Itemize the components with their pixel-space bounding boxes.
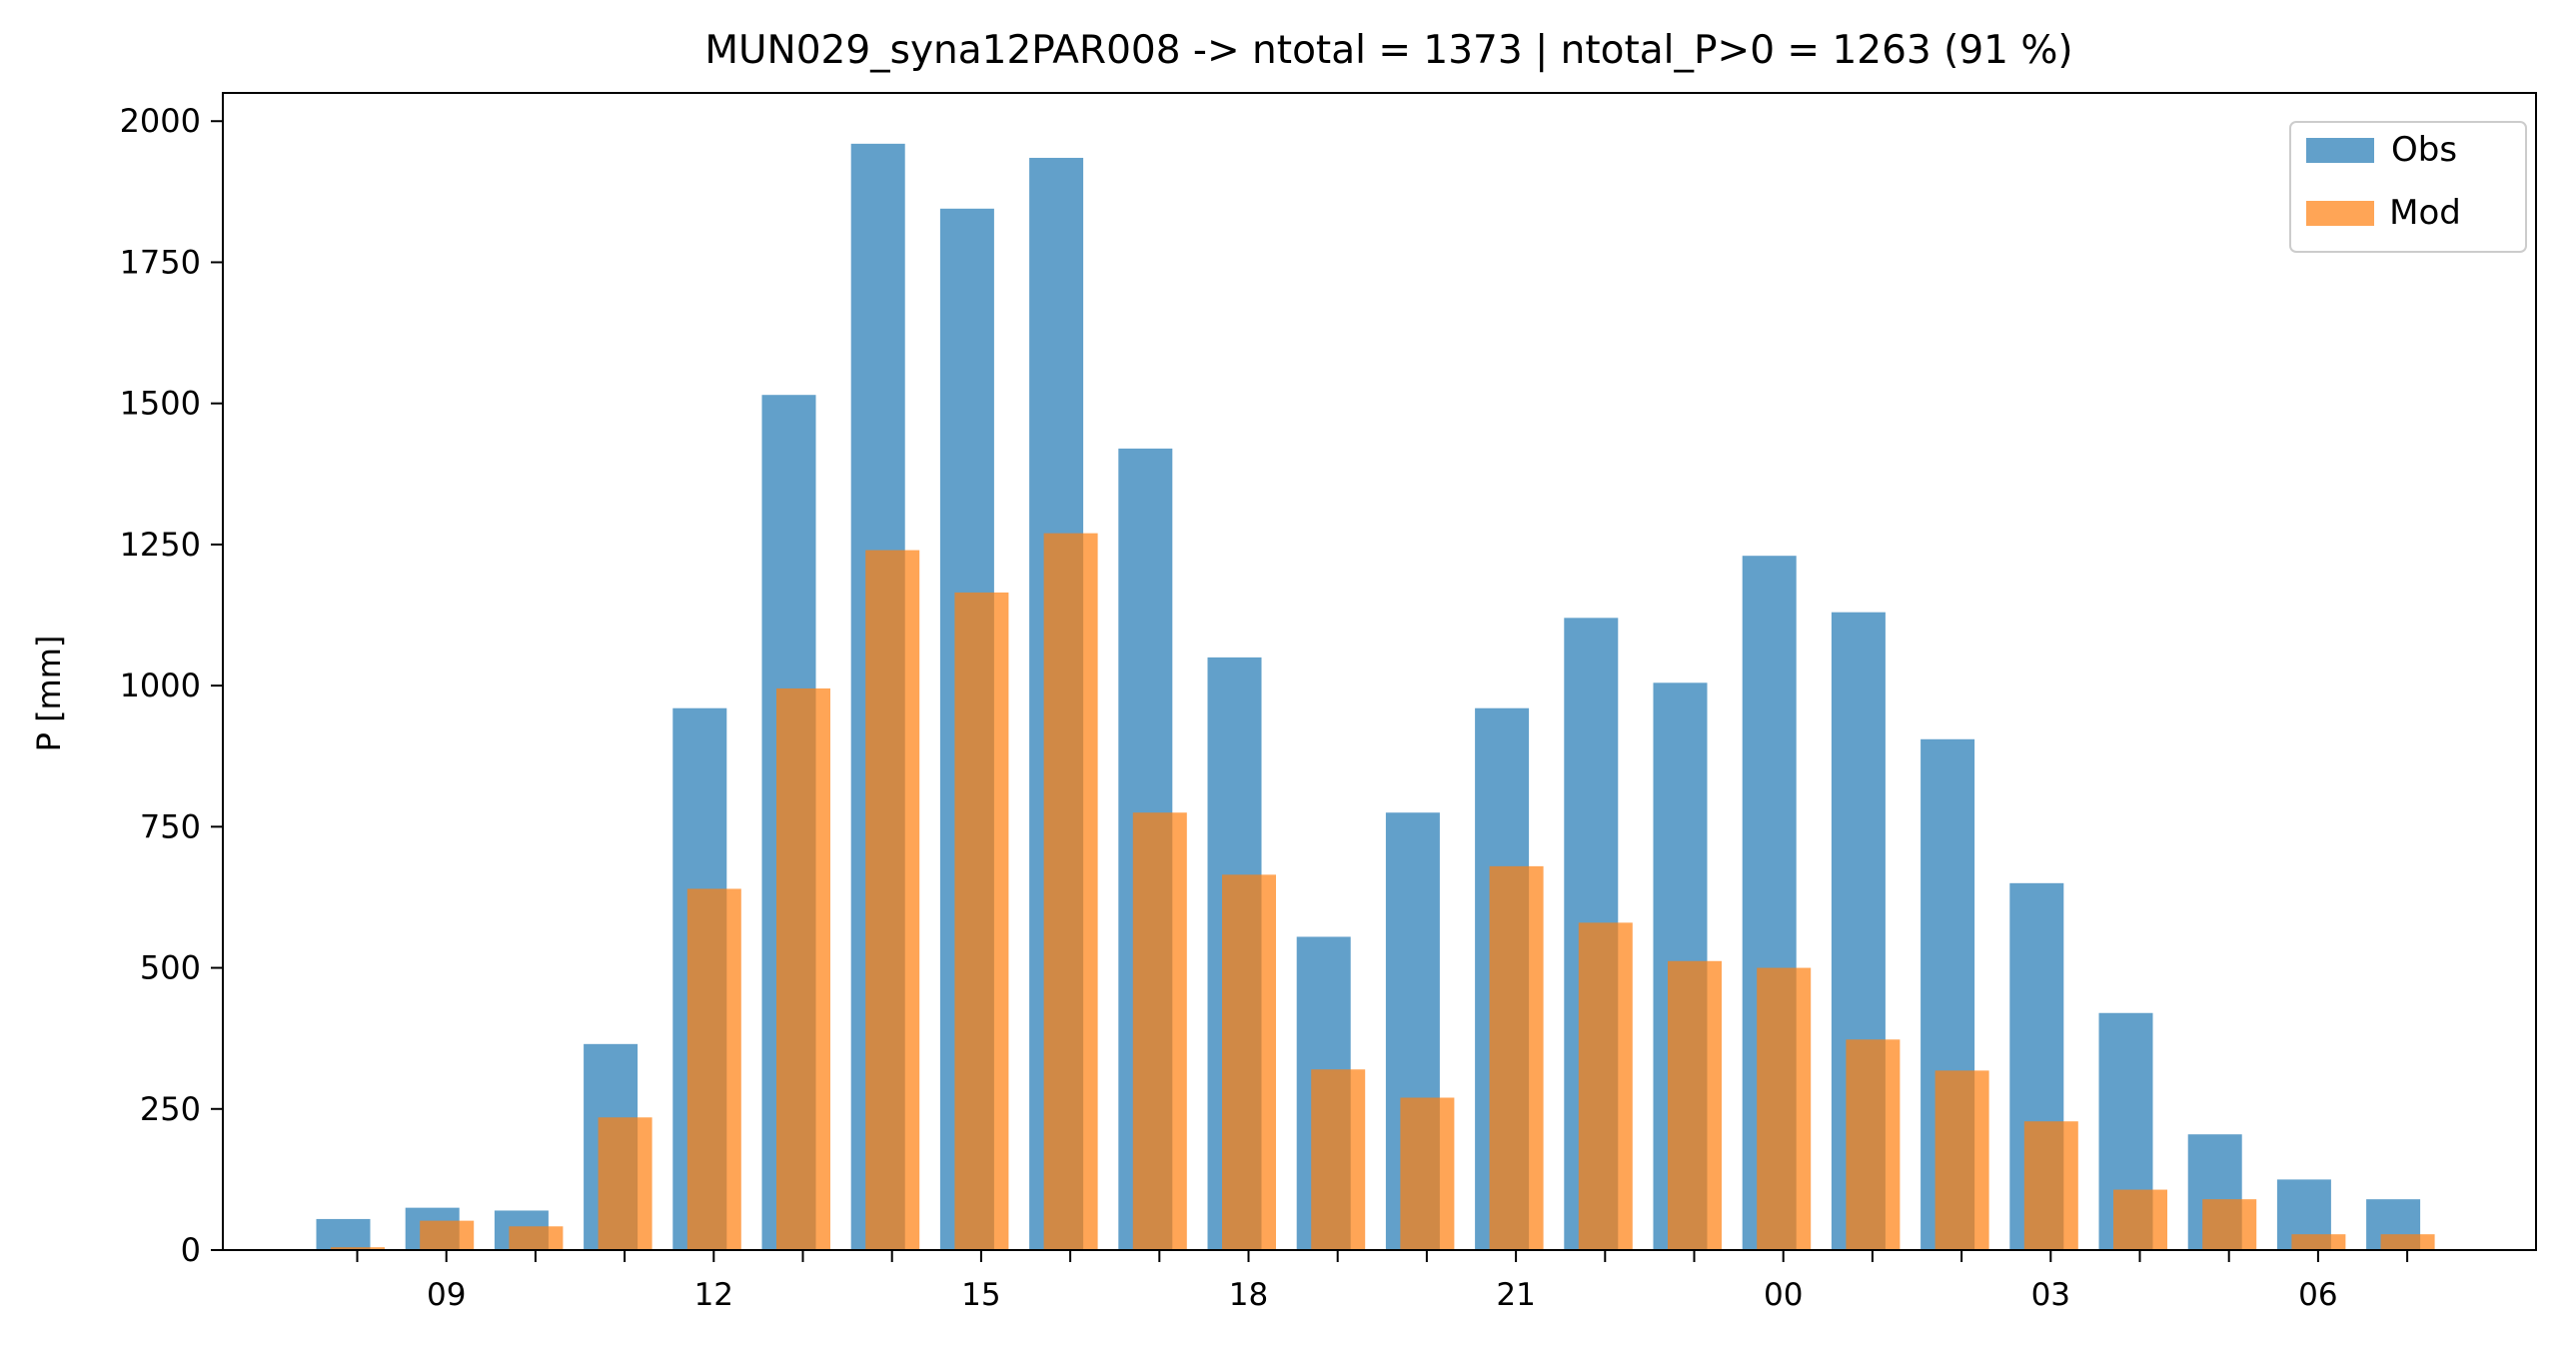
- legend-swatch-obs: [2306, 138, 2374, 163]
- x-tick-label-15: 15: [961, 1277, 1000, 1313]
- x-tick-label-12: 12: [694, 1277, 733, 1313]
- bar-mod-13: [776, 687, 830, 1250]
- x-tick-label-21: 21: [1496, 1277, 1535, 1313]
- bar-mod-09: [420, 1220, 475, 1250]
- bar-mod-05: [2202, 1199, 2257, 1250]
- bar-mod-01: [1846, 1039, 1901, 1250]
- legend-swatch-mod: [2306, 201, 2374, 226]
- chart-title: MUN029_syna12PAR008 -> ntotal = 1373 | n…: [704, 28, 2072, 73]
- x-tick-label-03: 03: [2031, 1277, 2070, 1313]
- bar-mod-04: [2113, 1189, 2167, 1250]
- y-tick-label-250: 250: [140, 1090, 201, 1128]
- bar-mod-08: [331, 1247, 385, 1250]
- bar-mod-19: [1311, 1069, 1366, 1250]
- bar-mod-02: [1934, 1070, 1989, 1250]
- bar-mod-06: [2291, 1234, 2346, 1250]
- y-tick-label-500: 500: [140, 949, 201, 987]
- y-tick-label-2000: 2000: [120, 102, 201, 140]
- legend-label-mod: Mod: [2389, 193, 2461, 233]
- bars-layer: [316, 143, 2435, 1251]
- y-tick-label-1750: 1750: [120, 243, 201, 281]
- bar-mod-17: [1132, 812, 1187, 1250]
- bar-mod-14: [865, 550, 920, 1250]
- axes: 0 250 500 750 1000 1250 1500 1750 2000 09 12 15 18 21…: [120, 92, 2537, 1313]
- bar-mod-03: [2023, 1121, 2078, 1250]
- y-axis-label: P [mm]: [30, 636, 68, 752]
- legend-label-obs: Obs: [2391, 130, 2457, 170]
- y-tick-label-0: 0: [181, 1231, 201, 1269]
- y-tick-label-1500: 1500: [120, 385, 201, 423]
- x-tick-label-18: 18: [1229, 1277, 1268, 1313]
- bar-mod-22: [1578, 922, 1633, 1250]
- plot-frame: [222, 92, 2537, 1251]
- bar-obs-08: [316, 1218, 371, 1250]
- bar-mod-15: [954, 592, 1009, 1250]
- legend: Obs Mod: [2289, 121, 2527, 253]
- y-tick-label-1000: 1000: [120, 667, 201, 704]
- bar-mod-21: [1489, 865, 1544, 1250]
- x-tick-label-06: 06: [2298, 1277, 2337, 1313]
- x-tick-label-00: 00: [1764, 1277, 1803, 1313]
- bar-mod-11: [598, 1117, 652, 1250]
- x-tick-label-09: 09: [427, 1277, 466, 1313]
- y-tick-label-1250: 1250: [120, 526, 201, 564]
- bar-mod-10: [509, 1226, 564, 1250]
- y-tick-label-750: 750: [140, 807, 201, 845]
- bar-mod-20: [1400, 1097, 1455, 1250]
- bar-mod-00: [1757, 967, 1812, 1250]
- bar-mod-07: [2380, 1234, 2435, 1250]
- bar-mod-18: [1222, 874, 1276, 1250]
- bar-mod-23: [1668, 960, 1722, 1250]
- bar-mod-16: [1043, 533, 1098, 1250]
- bar-mod-12: [686, 888, 741, 1250]
